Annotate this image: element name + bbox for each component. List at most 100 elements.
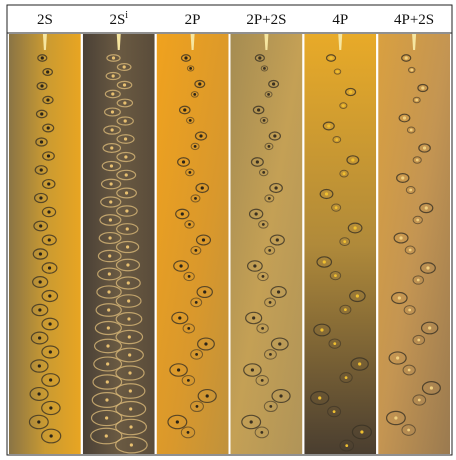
vortex-core: [39, 196, 42, 199]
vortex-core: [129, 389, 132, 392]
vortex-core: [123, 65, 126, 68]
vortex-core: [257, 108, 260, 111]
vortex-core: [47, 126, 50, 129]
vortex-core: [127, 299, 130, 302]
vortex-core: [48, 266, 51, 269]
vortex-core: [125, 191, 128, 194]
vortex-core: [38, 308, 41, 311]
vortex-core: [251, 368, 254, 371]
vortex-core: [263, 67, 266, 70]
vortex-core: [261, 379, 264, 382]
vortex-core: [325, 192, 328, 195]
vortex-core: [273, 134, 276, 137]
vortex-core: [108, 272, 111, 275]
vortex-core: [189, 67, 192, 70]
vortex-core: [268, 249, 271, 252]
vortex-core: [323, 260, 326, 263]
vortex-core: [39, 252, 42, 255]
vortex-core: [129, 425, 132, 428]
vortex-core: [320, 328, 323, 331]
vortex-core: [196, 405, 199, 408]
vortex-core: [108, 254, 111, 257]
vortex-core: [401, 176, 404, 179]
vortex-core: [109, 218, 112, 221]
vortex-core: [187, 327, 190, 330]
vortex-core: [269, 301, 272, 304]
vortex-core: [329, 56, 332, 59]
vortex-core: [124, 119, 127, 122]
vortex-core: [106, 380, 109, 383]
vortex-core: [318, 396, 321, 399]
vortex-core: [126, 245, 129, 248]
vortex-core: [40, 168, 43, 171]
vortex-core: [333, 410, 336, 413]
vortex-core: [46, 70, 49, 73]
vortex-core: [194, 145, 197, 148]
vortex-core: [189, 119, 192, 122]
vortex-core: [179, 264, 182, 267]
vortex-core: [107, 308, 110, 311]
vortex-core: [110, 164, 113, 167]
panel-label: 2P: [185, 12, 201, 28]
vortex-core: [416, 159, 419, 162]
vortex-core: [40, 140, 43, 143]
vortex-core: [425, 206, 428, 209]
vortex-core: [49, 350, 52, 353]
vortex-core: [177, 368, 180, 371]
vortex-core: [202, 238, 205, 241]
vortex-core: [38, 336, 41, 339]
vortex-core: [111, 128, 114, 131]
vortex-core: [358, 362, 361, 365]
vortex-core: [182, 160, 185, 163]
vortex-core: [410, 129, 413, 132]
vortex-core: [418, 399, 421, 402]
vortex-core: [105, 398, 108, 401]
vortex-core: [403, 116, 406, 119]
vortex-core: [423, 146, 426, 149]
vortex-core: [262, 275, 265, 278]
panel-label: 4P: [332, 12, 348, 28]
vortex-core: [410, 69, 413, 72]
vortex-core: [37, 392, 40, 395]
vortex-core: [344, 308, 347, 311]
vortex-core: [187, 431, 190, 434]
vortex-core: [272, 82, 275, 85]
vortex-core: [201, 186, 204, 189]
vortex-core: [126, 263, 129, 266]
panel-label: 2S: [37, 12, 53, 28]
vortex-core: [187, 379, 190, 382]
vortex-core: [130, 443, 133, 446]
vortex-core: [255, 212, 258, 215]
vortex-core: [261, 327, 264, 330]
vortex-core: [407, 429, 410, 432]
vortex-core: [354, 226, 357, 229]
vortex-core: [269, 353, 272, 356]
vortex-core: [108, 236, 111, 239]
vortex-core: [126, 227, 129, 230]
vortex-core: [263, 119, 266, 122]
vortex-core: [409, 249, 412, 252]
vortex-core: [408, 369, 411, 372]
vortex-core: [262, 223, 265, 226]
vortex-core: [360, 430, 363, 433]
vortex-core: [274, 186, 277, 189]
vortex-core: [198, 82, 201, 85]
panel-label-text: 2P+2S: [246, 12, 286, 28]
panel-label-text: 2P: [185, 12, 201, 28]
vortex-core: [335, 206, 338, 209]
vortex-core: [278, 342, 281, 345]
panel-label-text: 2S: [109, 12, 125, 28]
figure: 2S2Si2P2P+2S4P4P+2S: [0, 0, 456, 460]
vortex-core: [123, 83, 126, 86]
vortex-core: [49, 378, 52, 381]
vortex-core: [250, 420, 253, 423]
vortex-core: [40, 84, 43, 87]
vortex-core: [356, 294, 359, 297]
vortex-core: [48, 322, 51, 325]
vortex-core: [176, 420, 179, 423]
vortex-core: [107, 326, 110, 329]
vortex-core: [193, 93, 196, 96]
vortex-core: [351, 158, 354, 161]
vortex-core: [417, 279, 420, 282]
vortex-core: [405, 56, 408, 59]
